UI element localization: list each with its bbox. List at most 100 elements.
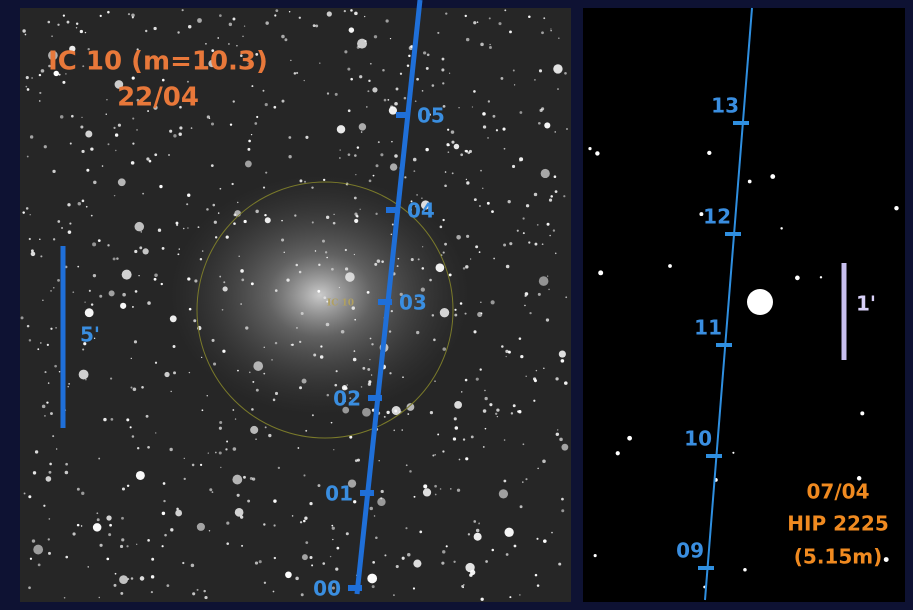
star bbox=[319, 62, 321, 64]
star bbox=[561, 509, 565, 513]
star bbox=[172, 345, 176, 348]
star bbox=[558, 350, 566, 358]
star bbox=[43, 145, 47, 149]
star bbox=[58, 73, 61, 76]
star bbox=[326, 92, 330, 95]
star bbox=[480, 169, 482, 172]
star bbox=[434, 493, 437, 496]
star bbox=[482, 409, 487, 413]
star bbox=[388, 330, 392, 333]
star bbox=[67, 203, 71, 207]
star bbox=[251, 85, 254, 88]
star bbox=[416, 330, 420, 335]
star bbox=[353, 196, 357, 200]
star bbox=[461, 391, 463, 393]
star bbox=[383, 415, 386, 418]
star bbox=[119, 544, 124, 549]
star bbox=[127, 578, 130, 580]
star bbox=[29, 135, 34, 139]
star bbox=[405, 464, 408, 467]
star bbox=[296, 71, 299, 75]
star bbox=[147, 301, 151, 305]
star bbox=[236, 45, 238, 47]
star bbox=[242, 35, 244, 38]
star bbox=[196, 522, 205, 531]
star bbox=[232, 17, 236, 21]
star bbox=[286, 278, 290, 282]
star bbox=[210, 164, 214, 168]
star bbox=[450, 130, 455, 134]
star bbox=[542, 459, 546, 464]
star bbox=[353, 253, 356, 256]
star bbox=[856, 476, 862, 481]
track-label: 01 bbox=[325, 482, 353, 506]
star bbox=[516, 229, 519, 232]
star bbox=[448, 273, 452, 277]
star bbox=[164, 533, 167, 537]
star bbox=[45, 476, 52, 482]
star bbox=[353, 350, 356, 352]
star bbox=[557, 88, 559, 90]
star bbox=[537, 467, 539, 470]
track bbox=[704, 7, 753, 601]
star bbox=[113, 194, 116, 197]
star bbox=[347, 109, 351, 113]
star bbox=[488, 17, 491, 20]
star bbox=[503, 147, 506, 150]
star bbox=[263, 523, 266, 526]
star bbox=[498, 489, 509, 499]
star bbox=[456, 488, 461, 492]
star bbox=[441, 561, 445, 565]
star bbox=[389, 372, 392, 375]
star bbox=[353, 500, 357, 504]
star bbox=[357, 38, 368, 49]
star bbox=[151, 557, 155, 561]
star bbox=[103, 417, 107, 422]
star bbox=[117, 123, 121, 127]
star bbox=[699, 212, 704, 217]
star bbox=[169, 129, 173, 133]
star bbox=[201, 409, 204, 412]
bright-star bbox=[747, 289, 773, 315]
star bbox=[415, 297, 418, 300]
star bbox=[399, 292, 403, 297]
star bbox=[347, 153, 351, 156]
star bbox=[161, 511, 166, 516]
star bbox=[525, 478, 528, 481]
star bbox=[615, 451, 620, 456]
star bbox=[489, 403, 493, 407]
star bbox=[402, 376, 404, 379]
star bbox=[375, 212, 378, 215]
star bbox=[130, 357, 132, 360]
star bbox=[473, 532, 482, 541]
star bbox=[93, 180, 97, 185]
star bbox=[598, 270, 604, 276]
star bbox=[57, 23, 60, 26]
star bbox=[555, 432, 560, 437]
star bbox=[426, 53, 430, 57]
star bbox=[80, 125, 84, 129]
star bbox=[114, 572, 117, 575]
star bbox=[240, 54, 243, 57]
star bbox=[211, 491, 214, 494]
star bbox=[132, 305, 134, 308]
star bbox=[238, 255, 240, 257]
star bbox=[385, 19, 389, 23]
star bbox=[345, 272, 355, 282]
star bbox=[537, 121, 541, 125]
star bbox=[28, 586, 31, 590]
star bbox=[205, 43, 207, 45]
star bbox=[360, 131, 363, 133]
star bbox=[557, 429, 559, 431]
star bbox=[588, 147, 592, 151]
star bbox=[354, 459, 358, 463]
star bbox=[126, 418, 130, 422]
star bbox=[554, 252, 557, 255]
star bbox=[511, 164, 516, 169]
star bbox=[131, 435, 135, 438]
star bbox=[524, 294, 527, 298]
star bbox=[146, 157, 150, 161]
star-name: HIP 2225 bbox=[787, 512, 888, 536]
star bbox=[247, 499, 251, 503]
star bbox=[434, 484, 437, 488]
